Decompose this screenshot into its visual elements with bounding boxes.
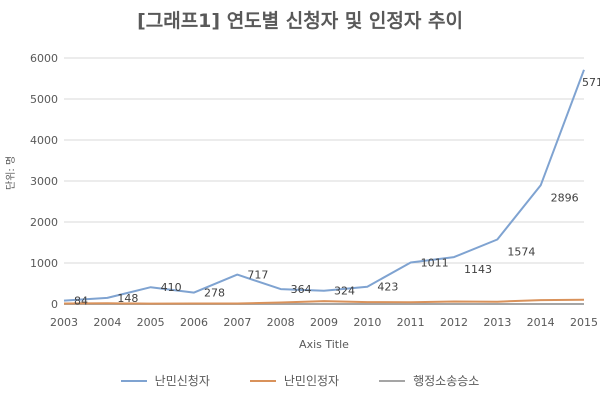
x-tick-label: 2011	[397, 316, 425, 329]
data-label: 84	[74, 295, 88, 308]
y-tick-label: 0	[51, 298, 58, 311]
data-label: 1574	[507, 245, 535, 258]
x-tick-label: 2006	[180, 316, 208, 329]
x-tick-label: 2012	[440, 316, 468, 329]
x-tick-label: 2004	[93, 316, 121, 329]
data-label: 717	[247, 269, 268, 282]
data-label: 1011	[421, 257, 449, 270]
legend-item: 난민인정자	[249, 372, 340, 389]
legend-item: 행정소송승소	[379, 372, 479, 389]
data-label: 2896	[551, 191, 579, 204]
x-tick-label: 2014	[527, 316, 555, 329]
data-label: 364	[291, 283, 312, 296]
y-tick-label: 1000	[30, 257, 58, 270]
legend-item: 난민신청자	[120, 372, 210, 389]
data-label: 148	[117, 292, 138, 305]
x-tick-label: 2010	[353, 316, 381, 329]
legend-label: 행정소송승소	[413, 374, 480, 388]
data-label: 410	[161, 281, 182, 294]
data-label: 1143	[464, 263, 492, 276]
x-tick-label: 2009	[310, 316, 338, 329]
chart-title: [그래프1] 연도별 신청자 및 인정자 추이	[137, 10, 463, 32]
y-tick-label: 2000	[30, 216, 58, 229]
x-tick-label: 2003	[50, 316, 78, 329]
data-label: 423	[377, 281, 398, 294]
x-tick-label: 2008	[267, 316, 295, 329]
series-line-1	[63, 298, 585, 305]
legend-swatch	[379, 379, 406, 382]
y-tick-label: 4000	[30, 134, 58, 147]
y-tick-label: 3000	[30, 175, 58, 188]
legend-swatch	[120, 379, 147, 382]
y-tick-label: 5000	[30, 93, 58, 106]
data-label: 5711	[582, 76, 600, 89]
x-tick-label: 2007	[223, 316, 251, 329]
series-line-0	[63, 69, 585, 302]
legend-label: 난민인정자	[283, 374, 340, 388]
legend-swatch	[249, 379, 276, 382]
x-tick-label: 2013	[483, 316, 511, 329]
data-label: 324	[334, 285, 355, 298]
x-tick-label: 2005	[137, 316, 165, 329]
data-label: 278	[204, 287, 225, 300]
y-tick-label: 6000	[30, 52, 58, 65]
x-axis-title: Axis Title	[299, 338, 349, 351]
x-tick-label: 2015	[570, 316, 598, 329]
chart-legend: 난민신청자 난민인정자 행정소송승소	[0, 372, 600, 389]
legend-label: 난민신청자	[154, 374, 210, 388]
